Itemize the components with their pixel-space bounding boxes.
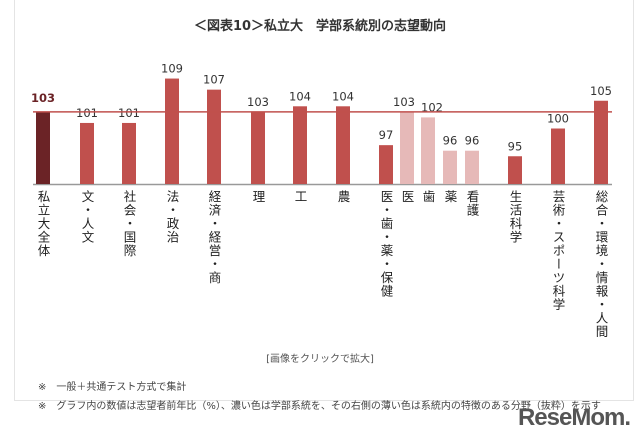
bar-15 [594,100,608,184]
category-label-3: 法・政治 [164,190,180,244]
data-label-8: 97 [379,128,394,142]
data-label-3: 109 [161,62,183,76]
category-label-0: 私立大全体 [35,190,51,258]
data-label-4: 107 [203,73,225,87]
bar-13 [508,156,522,184]
category-label-1: 文・人文 [79,190,95,244]
bar-9 [400,111,414,184]
bar-8 [379,145,393,184]
category-label-10: 歯 [420,190,436,204]
bar-6 [293,106,307,184]
bar-2 [122,122,136,184]
bar-7 [336,106,350,184]
bar-11 [443,150,457,184]
bar-3 [165,78,179,184]
category-label-12: 看護 [464,190,480,217]
category-label-15: 総合・環境・情報・人間 [593,190,609,339]
bar-12 [465,150,479,184]
category-label-7: 農 [335,190,351,204]
data-label-0: 103 [31,91,55,105]
data-label-5: 103 [247,95,269,109]
bar-0 [36,111,50,184]
category-label-8: 医・歯・薬・保健 [378,190,394,298]
data-label-15: 105 [590,84,612,98]
bar-10 [421,117,435,184]
bar-4 [207,89,221,184]
category-label-4: 経済・経営・商 [206,190,222,285]
category-label-9: 医 [399,190,415,204]
category-label-11: 薬 [442,190,458,204]
data-label-10: 102 [421,100,443,114]
bar-14 [551,128,565,184]
data-label-14: 100 [547,112,569,126]
data-label-12: 96 [465,134,480,148]
enlarge-caption[interactable]: [画像をクリックで拡大] [266,354,374,365]
bar-5 [251,111,265,184]
category-label-14: 芸術・スポーツ科学 [550,190,566,312]
resemom-logo: ReseMom. [517,404,631,431]
note-1: ※ 一般＋共通テスト方式で集計 [38,382,187,393]
category-label-5: 理 [250,190,266,204]
category-label-2: 社会・国際 [121,190,137,258]
bar-1 [80,122,94,184]
chart-title: ＜図表10＞私立大 学部系統別の志望動向 [193,19,447,34]
data-label-9: 103 [393,95,415,109]
note-2: ※ グラフ内の数値は志望者前年比（%）、濃い色は学部系統を、その右側の薄い色は系… [38,401,601,412]
data-label-7: 104 [332,89,354,103]
data-label-11: 96 [443,134,458,148]
data-label-2: 101 [118,106,140,120]
category-label-13: 生活科学 [507,190,523,244]
data-label-1: 101 [76,106,98,120]
data-label-13: 95 [508,139,523,153]
chart-card [14,0,634,401]
data-label-6: 104 [289,89,311,103]
category-label-6: 工 [292,190,308,204]
